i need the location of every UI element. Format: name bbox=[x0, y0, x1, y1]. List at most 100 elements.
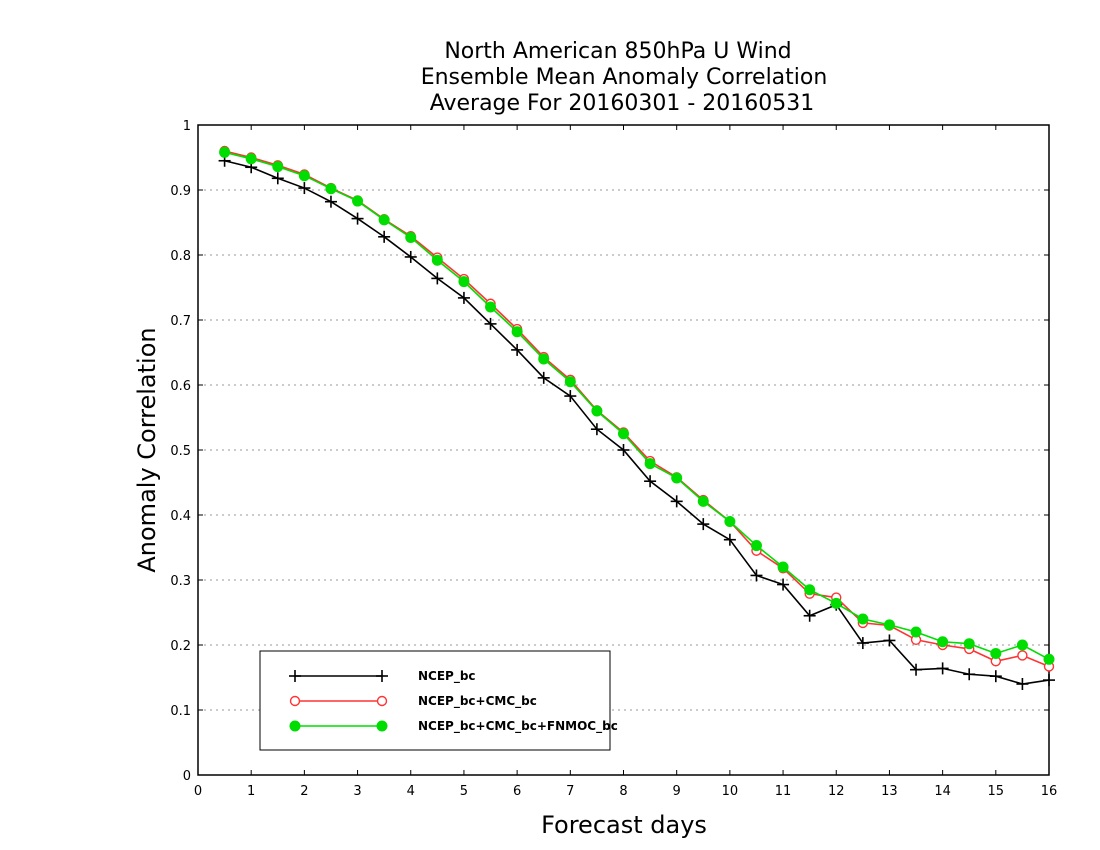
data-point bbox=[1017, 650, 1028, 661]
data-point bbox=[351, 212, 364, 225]
data-point bbox=[298, 170, 310, 182]
x-tick-label: 15 bbox=[988, 784, 1005, 799]
data-point bbox=[325, 183, 337, 195]
data-point bbox=[617, 444, 630, 456]
grid bbox=[198, 189, 1049, 711]
y-tick-label: 0.9 bbox=[170, 184, 191, 199]
data-point bbox=[910, 626, 922, 638]
x-tick-label: 0 bbox=[194, 784, 202, 799]
data-point bbox=[723, 533, 736, 546]
data-point bbox=[590, 423, 603, 436]
data-point bbox=[644, 458, 656, 470]
x-tick-label: 12 bbox=[828, 784, 845, 799]
data-point bbox=[404, 250, 417, 263]
y-tick-label: 0.1 bbox=[170, 704, 191, 719]
data-point bbox=[1016, 639, 1028, 651]
data-point bbox=[537, 371, 550, 384]
legend-entry: NCEP_bc+CMC_bc+FNMOC_bc bbox=[289, 719, 618, 734]
data-point bbox=[484, 317, 497, 330]
data-point bbox=[697, 518, 710, 531]
data-point bbox=[405, 231, 417, 243]
x-tick-label: 2 bbox=[300, 784, 308, 799]
data-point bbox=[856, 637, 869, 650]
legend-marker bbox=[376, 670, 388, 682]
title-line-1: North American 850hPa U Wind bbox=[444, 39, 791, 64]
data-point bbox=[591, 405, 603, 417]
data-point bbox=[219, 146, 231, 158]
x-axis-label: Forecast days bbox=[541, 811, 707, 839]
title-line-3: Average For 20160301 - 20160531 bbox=[430, 91, 815, 116]
data-point bbox=[352, 195, 364, 207]
y-axis-label: Anomaly Correlation bbox=[133, 327, 161, 572]
x-tick-label: 7 bbox=[566, 784, 574, 799]
series-line bbox=[224, 150, 1050, 668]
chart-title: North American 850hPa U Wind Ensemble Me… bbox=[421, 39, 828, 116]
data-point bbox=[963, 638, 975, 650]
x-tick-label: 13 bbox=[881, 784, 898, 799]
y-tick-label: 1 bbox=[183, 119, 191, 134]
legend-items: NCEP_bc NCEP_bc+CMC_bc NCEP_bc+CMC_bc+FNMO… bbox=[289, 669, 618, 734]
x-tick-label: 5 bbox=[460, 784, 468, 799]
data-point bbox=[910, 663, 923, 676]
data-point bbox=[750, 540, 762, 552]
data-point bbox=[1016, 678, 1029, 690]
y-tick-label: 0.7 bbox=[170, 314, 191, 329]
y-tick-label: 0 bbox=[183, 769, 191, 784]
x-tick-label: 14 bbox=[934, 784, 951, 799]
data-point bbox=[937, 636, 949, 648]
data-point bbox=[272, 161, 284, 173]
data-point bbox=[564, 390, 577, 403]
legend-entry: NCEP_bc+CMC_bc bbox=[289, 694, 537, 709]
data-point bbox=[883, 619, 895, 631]
data-point bbox=[989, 670, 1002, 683]
legend-label: NCEP_bc+CMC_bc+FNMOC_bc bbox=[418, 719, 618, 734]
legend-label: NCEP_bc bbox=[418, 669, 476, 684]
data-point bbox=[1043, 653, 1055, 665]
data-point bbox=[457, 291, 470, 304]
data-point bbox=[963, 668, 976, 681]
x-tick-label: 8 bbox=[619, 784, 627, 799]
data-point bbox=[990, 647, 1002, 659]
data-point bbox=[750, 569, 763, 582]
data-point bbox=[538, 353, 550, 365]
y-tick-label: 0.2 bbox=[170, 639, 191, 654]
data-point bbox=[936, 662, 949, 675]
data-point bbox=[697, 495, 709, 507]
x-tick-label: 16 bbox=[1041, 784, 1058, 799]
data-point bbox=[671, 472, 683, 484]
data-point bbox=[431, 272, 444, 285]
y-tick-label: 0.5 bbox=[170, 444, 191, 459]
legend-marker bbox=[289, 695, 301, 707]
data-point bbox=[378, 214, 390, 226]
data-point bbox=[271, 172, 284, 185]
data-point bbox=[883, 634, 896, 647]
x-tick-label: 1 bbox=[247, 784, 255, 799]
data-point bbox=[511, 343, 524, 356]
data-point bbox=[724, 516, 736, 527]
series-line bbox=[224, 151, 1050, 661]
data-point bbox=[804, 584, 816, 596]
x-tick-label: 9 bbox=[673, 784, 681, 799]
legend-label: NCEP_bc+CMC_bc bbox=[418, 694, 537, 709]
title-line-2: Ensemble Mean Anomaly Correlation bbox=[421, 65, 828, 90]
data-point bbox=[830, 597, 842, 609]
data-point bbox=[803, 609, 816, 622]
series-0 bbox=[218, 154, 1055, 690]
x-tick-label: 6 bbox=[513, 784, 521, 799]
axis-ticks: 00.10.20.30.40.50.60.70.80.910 1 2 3 4 5 6 7 8 9 1… bbox=[170, 119, 1057, 799]
data-point bbox=[245, 153, 257, 165]
legend-marker bbox=[376, 720, 388, 732]
data-point bbox=[324, 195, 337, 208]
series-1 bbox=[219, 145, 1055, 672]
y-tick-label: 0.8 bbox=[170, 249, 191, 264]
legend-marker bbox=[289, 670, 301, 682]
data-point bbox=[378, 230, 391, 243]
data-point bbox=[777, 578, 790, 591]
data-point bbox=[670, 495, 683, 508]
x-tick-label: 11 bbox=[775, 784, 792, 799]
y-tick-label: 0.3 bbox=[170, 574, 191, 589]
data-point bbox=[618, 428, 629, 440]
data-point bbox=[458, 276, 470, 288]
data-point bbox=[777, 561, 789, 573]
